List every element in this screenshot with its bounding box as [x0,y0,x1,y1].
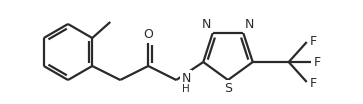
Text: F: F [314,56,321,69]
Text: H: H [182,84,190,94]
Text: N: N [182,72,191,84]
Text: N: N [245,19,254,32]
Text: O: O [143,28,153,41]
Text: F: F [310,77,317,90]
Text: N: N [202,19,211,32]
Text: S: S [224,82,232,95]
Text: F: F [310,35,317,48]
